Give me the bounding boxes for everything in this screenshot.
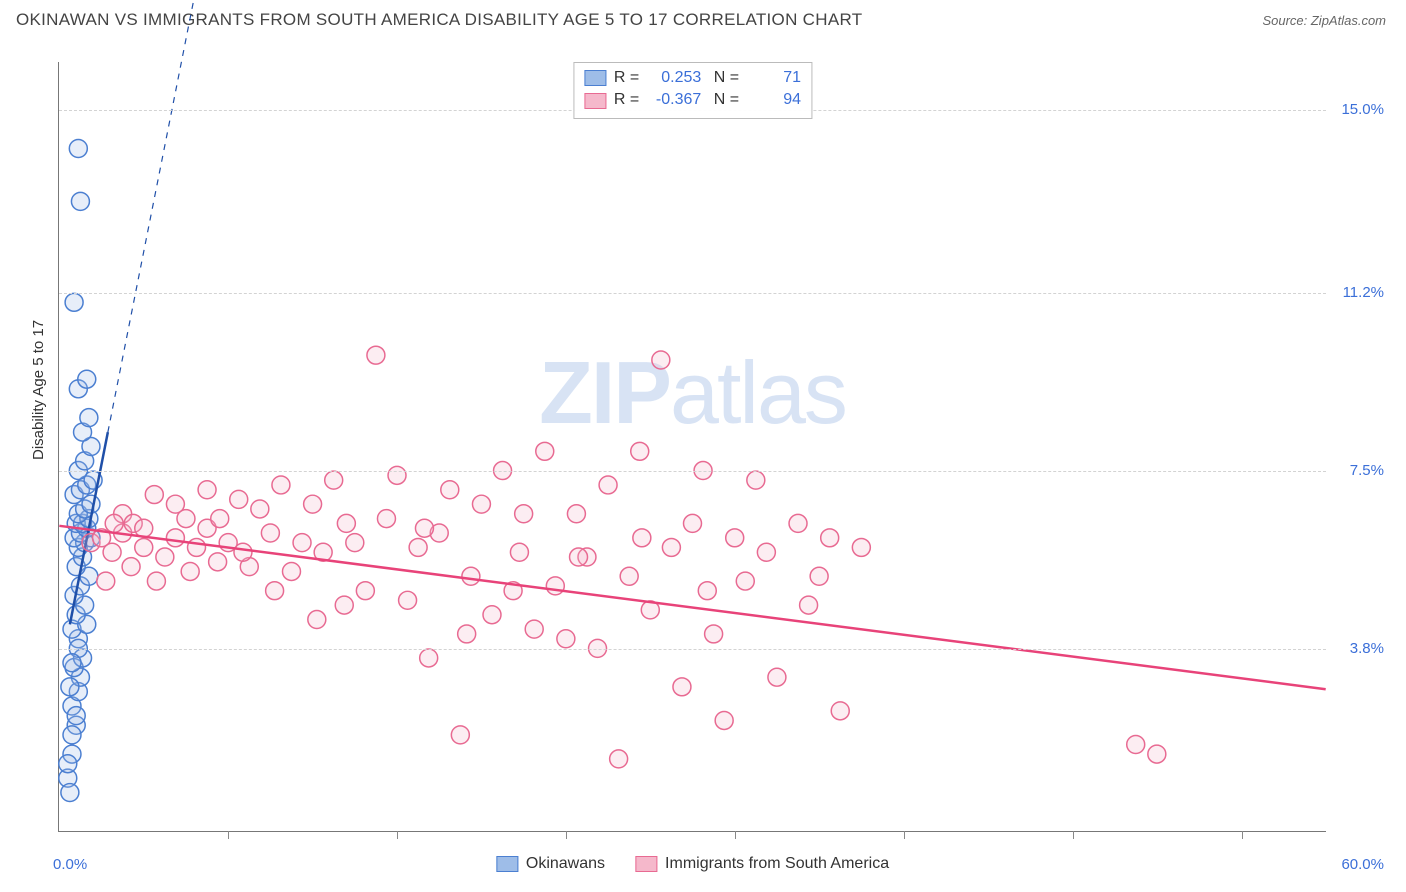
r-value-immigrants: -0.367 [647,89,701,111]
x-axis-min: 0.0% [53,856,87,873]
stats-legend: R = 0.253 N = 71 R = -0.367 N = 94 [573,62,812,119]
chart-container: Disability Age 5 to 17 ZIPatlas R = 0.25… [16,40,1390,878]
y-axis-tick-label: 3.8% [1350,640,1384,657]
chart-title: OKINAWAN VS IMMIGRANTS FROM SOUTH AMERIC… [16,10,862,30]
stats-row-immigrants: R = -0.367 N = 94 [584,89,801,111]
y-axis-tick-label: 7.5% [1350,462,1384,479]
legend-item-immigrants: Immigrants from South America [635,855,889,873]
n-value-immigrants: 94 [747,89,801,111]
n-value-okinawans: 71 [747,67,801,89]
scatter-svg [59,62,1326,831]
series-legend: Okinawans Immigrants from South America [496,855,889,873]
legend-label-immigrants: Immigrants from South America [665,855,889,873]
n-label: N = [709,89,739,111]
stats-row-okinawans: R = 0.253 N = 71 [584,67,801,89]
y-axis-tick-label: 11.2% [1343,284,1384,301]
r-value-okinawans: 0.253 [647,67,701,89]
swatch-immigrants [584,93,606,109]
x-axis-max: 60.0% [1341,856,1384,873]
source-attribution: Source: ZipAtlas.com [1262,13,1386,28]
r-label: R = [614,89,639,111]
plot-area: ZIPatlas R = 0.253 N = 71 R = -0.367 N =… [58,62,1326,832]
swatch-immigrants [635,856,657,872]
n-label: N = [709,67,739,89]
legend-item-okinawans: Okinawans [496,855,605,873]
r-label: R = [614,67,639,89]
y-axis-label: Disability Age 5 to 17 [30,320,47,460]
legend-label-okinawans: Okinawans [526,855,605,873]
swatch-okinawans [496,856,518,872]
y-axis-tick-label: 15.0% [1341,101,1384,118]
swatch-okinawans [584,70,606,86]
